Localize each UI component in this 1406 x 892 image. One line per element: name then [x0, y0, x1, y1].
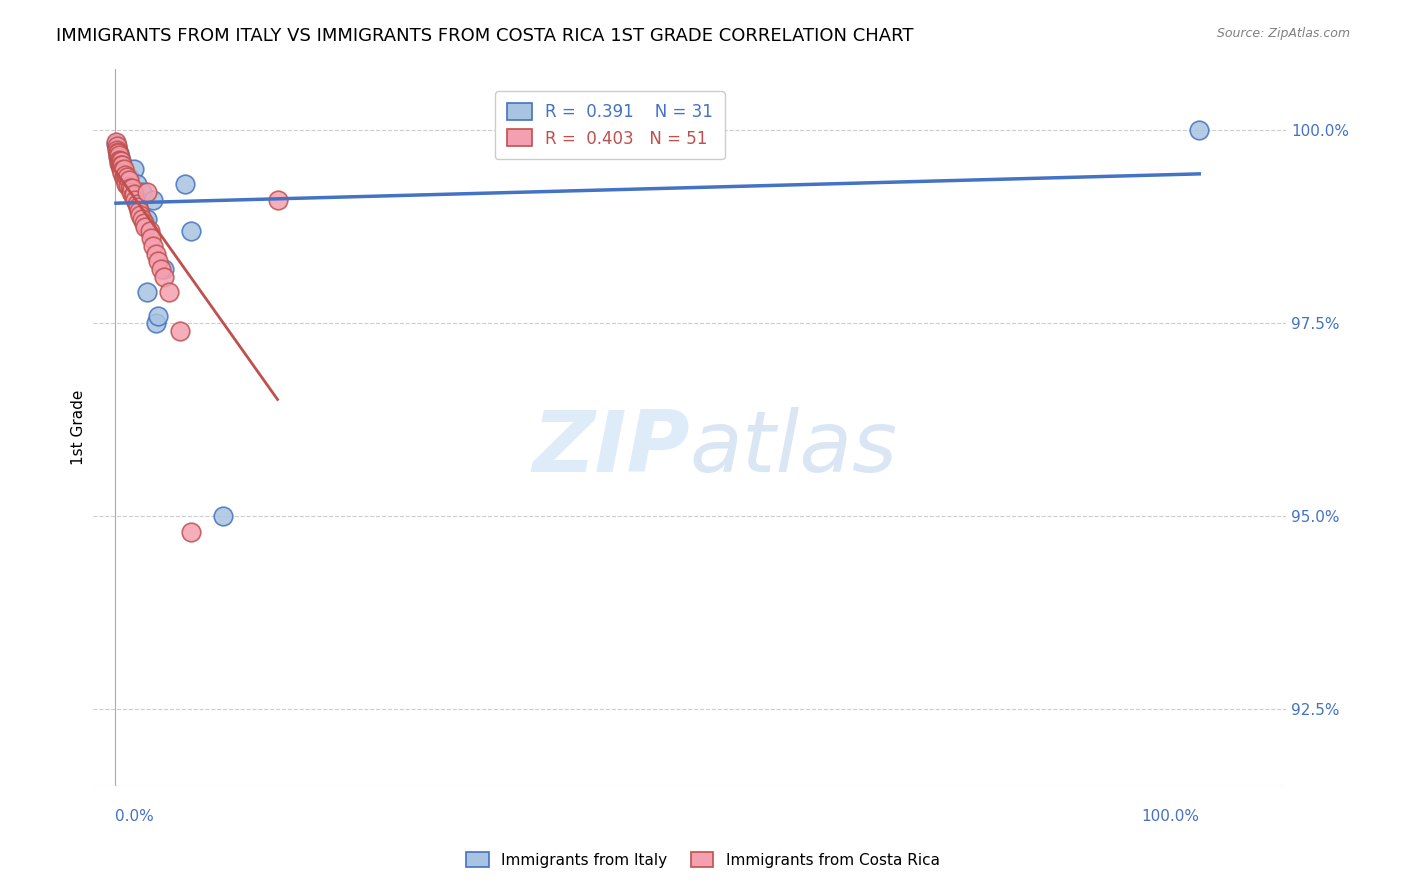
Point: [111, 161, 134, 176]
Point: [131, 212, 153, 227]
Point: [121, 181, 143, 195]
Point: [110, 150, 132, 164]
Point: [174, 178, 197, 192]
Point: [108, 146, 131, 161]
Point: [125, 196, 148, 211]
Point: [157, 285, 180, 300]
Point: [128, 204, 150, 219]
Point: [110, 158, 132, 172]
Point: [128, 208, 150, 222]
Point: [134, 216, 156, 230]
Point: [110, 154, 132, 169]
Text: 100.0%: 100.0%: [1142, 809, 1199, 824]
Point: [114, 166, 136, 180]
Point: [108, 153, 131, 167]
Point: [108, 148, 131, 162]
Point: [148, 309, 170, 323]
Point: [104, 137, 127, 152]
Point: [131, 185, 153, 199]
Point: [110, 158, 132, 172]
Point: [114, 178, 136, 192]
Point: [107, 145, 129, 159]
Y-axis label: 1st Grade: 1st Grade: [72, 390, 86, 465]
Point: [266, 193, 288, 207]
Point: [1188, 123, 1211, 137]
Point: [139, 231, 162, 245]
Point: [145, 246, 167, 260]
Point: [110, 154, 132, 169]
Point: [152, 262, 174, 277]
Point: [114, 173, 136, 187]
Point: [169, 324, 191, 338]
Point: [112, 163, 135, 178]
Point: [110, 158, 132, 172]
Text: atlas: atlas: [689, 408, 897, 491]
Point: [142, 193, 165, 207]
Point: [118, 173, 141, 187]
Point: [212, 509, 235, 524]
Point: [107, 150, 129, 164]
Point: [120, 185, 142, 199]
Point: [111, 163, 134, 178]
Point: [108, 155, 131, 169]
Point: [136, 212, 159, 227]
Point: [112, 161, 135, 176]
Point: [107, 148, 129, 162]
Point: [180, 224, 202, 238]
Point: [127, 201, 149, 215]
Point: [112, 169, 135, 184]
Point: [110, 154, 132, 169]
Point: [150, 262, 173, 277]
Point: [124, 193, 146, 207]
Point: [134, 219, 156, 234]
Text: ZIP: ZIP: [531, 408, 689, 491]
Point: [104, 135, 127, 149]
Point: [138, 224, 160, 238]
Point: [180, 524, 202, 539]
Point: [117, 178, 139, 192]
Point: [107, 146, 129, 161]
Point: [114, 173, 136, 187]
Legend: R =  0.391    N = 31, R =  0.403   N = 51: R = 0.391 N = 31, R = 0.403 N = 51: [495, 91, 724, 159]
Point: [124, 186, 146, 201]
Text: Source: ZipAtlas.com: Source: ZipAtlas.com: [1216, 27, 1350, 40]
Point: [120, 181, 142, 195]
Legend: Immigrants from Italy, Immigrants from Costa Rica: Immigrants from Italy, Immigrants from C…: [458, 844, 948, 875]
Point: [111, 166, 134, 180]
Point: [122, 189, 145, 203]
Point: [105, 138, 128, 153]
Point: [152, 269, 174, 284]
Point: [105, 140, 128, 154]
Point: [115, 169, 138, 184]
Point: [148, 254, 170, 268]
Point: [117, 178, 139, 193]
Point: [118, 181, 141, 195]
Point: [136, 185, 159, 199]
Point: [105, 143, 128, 157]
Point: [110, 154, 132, 169]
Point: [125, 178, 148, 192]
Point: [118, 169, 141, 184]
Text: 0.0%: 0.0%: [115, 809, 153, 824]
Point: [114, 168, 136, 182]
Point: [107, 145, 129, 159]
Point: [111, 158, 134, 172]
Point: [110, 158, 132, 172]
Point: [124, 161, 146, 176]
Point: [142, 239, 165, 253]
Point: [136, 285, 159, 300]
Point: [112, 171, 135, 186]
Point: [145, 316, 167, 330]
Point: [110, 161, 132, 176]
Text: IMMIGRANTS FROM ITALY VS IMMIGRANTS FROM COSTA RICA 1ST GRADE CORRELATION CHART: IMMIGRANTS FROM ITALY VS IMMIGRANTS FROM…: [56, 27, 914, 45]
Point: [134, 216, 156, 230]
